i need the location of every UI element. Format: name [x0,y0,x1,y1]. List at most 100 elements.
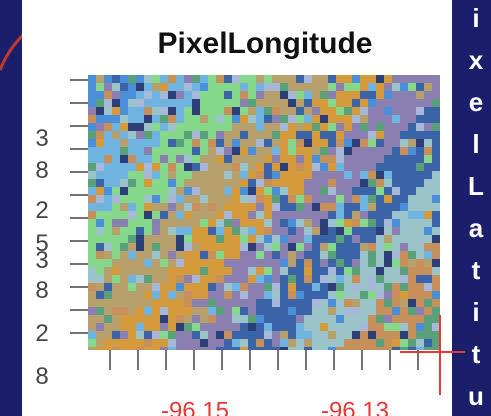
image-cell [144,139,152,147]
image-cell [360,307,368,315]
image-cell [144,99,152,107]
image-cell [272,219,280,227]
image-cell [416,259,424,267]
image-plot [88,75,440,350]
image-cell [360,331,368,339]
image-cell [160,131,168,139]
image-cell [360,107,368,115]
image-cell [152,339,160,347]
image-cell [96,339,104,347]
image-cell [88,299,96,307]
image-cell [144,339,152,347]
image-cell [192,259,200,267]
image-cell [344,299,352,307]
image-cell [312,347,320,350]
image-cell [96,131,104,139]
image-cell [376,83,384,91]
image-cell [240,331,248,339]
image-cell [248,259,256,267]
image-cell [376,235,384,243]
image-cell [224,339,232,347]
image-cell [328,139,336,147]
image-cell [256,211,264,219]
image-cell [104,243,112,251]
image-cell [320,211,328,219]
image-cell [112,179,120,187]
image-cell [176,75,184,83]
image-cell [112,291,120,299]
image-cell [296,275,304,283]
image-cell [168,75,176,83]
image-cell [200,219,208,227]
image-cell [136,155,144,163]
image-cell [224,179,232,187]
image-cell [176,291,184,299]
image-cell [368,251,376,259]
image-cell [264,259,272,267]
image-cell [208,195,216,203]
image-cell [192,107,200,115]
image-cell [88,163,96,171]
image-cell [368,195,376,203]
image-cell [216,339,224,347]
image-cell [384,275,392,283]
image-cell [232,243,240,251]
image-cell [248,283,256,291]
image-cell [312,211,320,219]
image-cell [312,251,320,259]
image-cell [424,315,432,323]
image-cell [344,339,352,347]
image-cell [104,75,112,83]
image-cell [224,139,232,147]
image-cell [120,147,128,155]
image-cell [408,171,416,179]
image-cell [168,331,176,339]
image-cell [88,331,96,339]
image-cell [120,339,128,347]
image-cell [112,75,120,83]
image-cell [272,211,280,219]
image-cell [416,171,424,179]
image-cell [248,275,256,283]
image-cell [320,179,328,187]
image-cell [352,75,360,83]
image-cell [312,187,320,195]
image-cell [208,235,216,243]
image-cell [264,163,272,171]
image-cell [312,323,320,331]
image-cell [240,299,248,307]
image-cell [112,203,120,211]
image-cell [320,243,328,251]
image-cell [256,219,264,227]
image-cell [384,91,392,99]
image-cell [136,203,144,211]
image-cell [240,259,248,267]
image-cell [320,115,328,123]
image-cell [216,259,224,267]
image-cell [152,315,160,323]
image-cell [400,291,408,299]
image-cell [136,283,144,291]
image-cell [120,123,128,131]
image-cell [248,299,256,307]
image-cell [192,331,200,339]
image-cell [288,243,296,251]
image-cell [280,211,288,219]
image-cell [376,299,384,307]
image-cell [160,75,168,83]
image-cell [104,155,112,163]
image-cell [240,91,248,99]
image-cell [160,171,168,179]
image-cell [360,163,368,171]
image-cell [416,147,424,155]
image-cell [104,299,112,307]
image-cell [408,203,416,211]
image-cell [384,307,392,315]
image-cell [272,163,280,171]
image-cell [384,187,392,195]
image-cell [200,195,208,203]
image-cell [424,107,432,115]
image-cell [112,347,120,350]
image-cell [352,115,360,123]
